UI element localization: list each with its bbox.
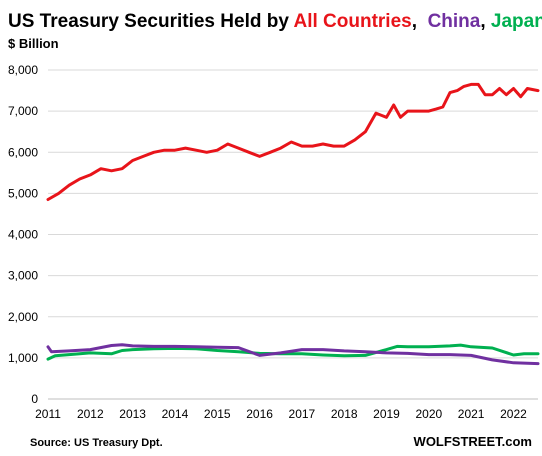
x-tick-label: 2016 bbox=[246, 407, 273, 421]
title-part: , bbox=[480, 11, 491, 32]
chart-title: US Treasury Securities Held by All Count… bbox=[8, 11, 542, 32]
y-tick-label: 2,000 bbox=[8, 310, 38, 324]
x-tick-label: 2017 bbox=[289, 407, 316, 421]
x-tick-label: 2013 bbox=[119, 407, 146, 421]
x-tick-label: 2014 bbox=[162, 407, 189, 421]
y-tick-label: 4,000 bbox=[8, 228, 38, 242]
y-tick-label: 5,000 bbox=[8, 186, 38, 200]
y-axis-ticks: 0 1,000 2,000 3,000 4,000 5,000 6,000 7,000 8,00… bbox=[8, 63, 38, 406]
gridlines bbox=[48, 69, 538, 400]
x-tick-label: 2011 bbox=[35, 407, 61, 421]
y-tick-label: 0 bbox=[31, 392, 38, 406]
y-tick-label: 7,000 bbox=[8, 104, 38, 118]
source-note: Source: US Treasury Dpt. bbox=[30, 437, 163, 449]
x-tick-label: 2022 bbox=[500, 407, 527, 421]
x-tick-label: 2020 bbox=[415, 407, 442, 421]
title-part: Japan bbox=[491, 11, 542, 32]
x-tick-label: 2012 bbox=[77, 407, 104, 421]
x-tick-label: 2018 bbox=[331, 407, 358, 421]
brand-label: WOLFSTREET.com bbox=[414, 434, 532, 449]
x-tick-label: 2015 bbox=[204, 407, 231, 421]
series-line-china bbox=[46, 343, 540, 366]
y-tick-label: 3,000 bbox=[8, 269, 38, 283]
x-axis-ticks: 2011 2012 2013 2014 2015 2016 2017 2018 2019 2020… bbox=[35, 407, 527, 421]
x-tick-label: 2019 bbox=[373, 407, 400, 421]
y-tick-label: 6,000 bbox=[8, 145, 38, 159]
series-line-japan bbox=[46, 343, 540, 361]
series-lines bbox=[46, 82, 540, 366]
chart-subtitle: $ Billion bbox=[8, 36, 59, 51]
title-part: China bbox=[428, 11, 481, 32]
series-line-all-countries bbox=[46, 82, 540, 201]
y-tick-label: 8,000 bbox=[8, 63, 38, 77]
x-tick-label: 2021 bbox=[458, 407, 485, 421]
title-part: All Countries bbox=[293, 11, 411, 32]
title-part: , bbox=[412, 11, 428, 32]
y-tick-label: 1,000 bbox=[8, 351, 38, 365]
title-part: US Treasury Securities Held by bbox=[8, 11, 293, 32]
